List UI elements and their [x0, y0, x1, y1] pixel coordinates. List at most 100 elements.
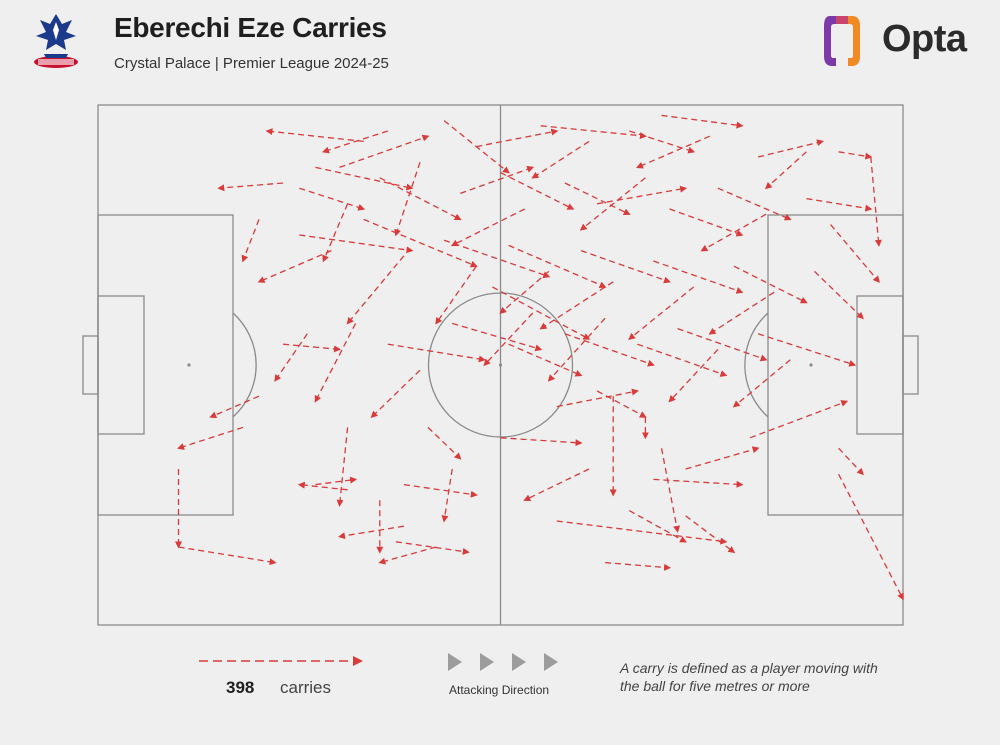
carry-arrow — [733, 265, 808, 304]
carry-arrow — [685, 446, 760, 470]
carry-arrow — [838, 447, 864, 476]
carry-arrow — [297, 481, 348, 491]
carry-arrow — [450, 208, 525, 247]
carry-arrow — [677, 327, 768, 362]
carry-arrow — [336, 427, 349, 507]
carry-arrow — [338, 525, 405, 540]
carry-arrow — [209, 395, 260, 419]
carry-arrow — [764, 151, 807, 190]
carry-arrow — [314, 323, 357, 403]
carry-arrow — [531, 140, 590, 179]
carry-arrow — [460, 165, 535, 195]
carry-arrow — [499, 270, 550, 314]
carry-arrow — [636, 135, 711, 169]
right-penalty-spot — [809, 363, 813, 367]
carry-arrow — [379, 177, 462, 221]
pitch-markings — [82, 104, 919, 626]
right-penalty-arc — [744, 312, 769, 418]
carry-arrow — [299, 234, 414, 254]
carry-arrow — [283, 343, 341, 353]
carry-arrow — [556, 520, 728, 545]
centre-circle — [427, 292, 574, 438]
carry-arrow — [257, 250, 332, 283]
carry-arrow — [637, 343, 728, 377]
carry-arrow — [387, 343, 486, 363]
carry-count: 398 — [226, 678, 255, 697]
carry-arrow — [757, 333, 857, 367]
right-six-yard-box — [856, 295, 904, 435]
left-six-yard-box — [97, 295, 145, 435]
carry-arrow — [668, 348, 719, 403]
carry-arrow — [178, 546, 277, 566]
carry-arrow — [500, 172, 575, 210]
carry-arrow — [441, 468, 453, 523]
carry-arrow — [732, 359, 791, 408]
left-penalty-area — [97, 214, 234, 516]
carry-arrow — [605, 561, 671, 571]
carry-arrow — [435, 265, 477, 325]
carry-arrow — [346, 255, 405, 325]
carry-arrow — [717, 187, 792, 221]
carry-arrow — [403, 483, 478, 498]
page-title: Eberechi Eze Carries — [114, 12, 387, 43]
carry-arrow — [523, 468, 590, 501]
brand-name: Opta — [882, 18, 967, 60]
carry-arrow — [556, 388, 639, 408]
carry-arrow — [363, 218, 478, 268]
carry-arrow — [547, 317, 606, 382]
carry-arrow — [629, 130, 696, 154]
carries-layer — [175, 114, 904, 601]
carry-arrow — [669, 208, 744, 237]
carry-arrow — [177, 426, 244, 450]
carry-arrow — [339, 134, 430, 169]
carry-arrow — [749, 400, 849, 439]
carry-arrow — [838, 473, 904, 601]
legend-carry-line — [199, 656, 363, 666]
left-penalty-arc — [232, 312, 257, 418]
carry-arrow — [394, 161, 421, 237]
carry-arrow — [564, 333, 655, 367]
carry-arrow — [321, 130, 388, 154]
carry-arrow — [492, 286, 591, 340]
carry-arrow — [579, 177, 646, 231]
carry-arrow — [274, 333, 308, 382]
carry-arrow — [653, 260, 744, 294]
left-penalty-spot — [187, 363, 191, 367]
carry-arrow — [508, 244, 607, 289]
carry-arrow — [427, 426, 462, 460]
carry-arrow — [443, 239, 551, 279]
carry-arrow — [265, 128, 364, 143]
attacking-direction-arrows-icon — [448, 653, 558, 671]
carry-arrow — [378, 546, 437, 565]
carry-arrow — [217, 182, 284, 192]
carry-arrow — [596, 185, 688, 205]
carry-arrow — [708, 291, 775, 335]
carry-arrow — [539, 281, 614, 330]
crystal-palace-crest-icon — [34, 14, 78, 68]
attacking-direction-label: Attacking Direction — [449, 683, 550, 697]
carry-arrow — [660, 448, 680, 533]
carry-arrow — [315, 476, 358, 486]
carry-arrow — [580, 249, 671, 284]
carry-arrow — [564, 182, 631, 215]
carry-arrow — [395, 541, 470, 555]
carry-arrow — [628, 510, 687, 543]
centre-spot — [498, 363, 503, 367]
carry-arrow — [596, 390, 647, 418]
carry-arrow — [483, 312, 534, 367]
carry-arrow — [757, 139, 824, 158]
carry-arrow — [322, 203, 349, 263]
left-goal — [82, 335, 99, 395]
carry-arrow — [299, 187, 366, 211]
carry-arrow — [661, 114, 744, 129]
carry-arrow — [476, 128, 559, 148]
carry-arrow — [500, 437, 583, 447]
carry-arrow — [870, 156, 882, 247]
carry-arrow — [370, 369, 421, 419]
carry-arrow — [241, 219, 260, 263]
carry-arrow — [700, 213, 767, 252]
carry-arrow — [685, 515, 736, 554]
carry-arrow — [452, 322, 543, 352]
carry-arrow — [315, 166, 414, 191]
